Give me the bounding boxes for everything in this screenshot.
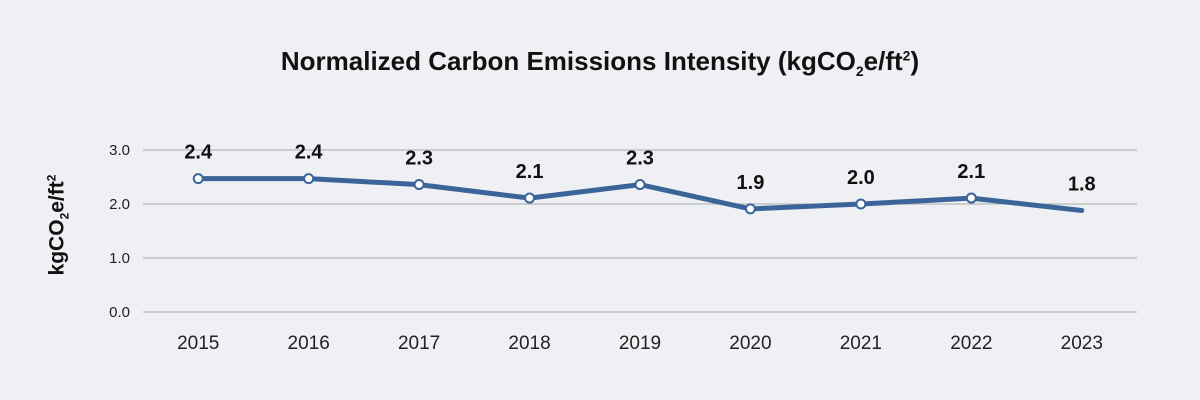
data-label-2018: 2.1 xyxy=(516,161,544,183)
x-tick-label-2016: 2016 xyxy=(288,333,330,354)
x-tick-label-2017: 2017 xyxy=(398,333,440,354)
data-point-2018 xyxy=(524,192,536,204)
data-point-2016 xyxy=(303,173,315,185)
x-tick-label-2023: 2023 xyxy=(1061,333,1103,354)
chart-title-mid: e/ft xyxy=(863,46,903,76)
data-point-2019 xyxy=(634,179,646,191)
data-label-2022: 2.1 xyxy=(957,161,985,183)
x-tick-label-2019: 2019 xyxy=(619,333,661,354)
y-axis-ticks: 0.0 1.0 2.0 3.0 xyxy=(109,142,130,321)
y-tick-label-1.0: 1.0 xyxy=(109,250,130,267)
x-tick-label-2022: 2022 xyxy=(950,333,992,354)
data-point-2022 xyxy=(965,192,977,204)
data-labels: 2.4 2.4 2.3 2.1 2.3 1.9 2.0 2.1 1.8 xyxy=(184,142,1095,196)
chart-title-end: ) xyxy=(910,46,920,76)
data-point-2015 xyxy=(192,173,204,185)
x-tick-label-2018: 2018 xyxy=(508,333,550,354)
data-label-2015: 2.4 xyxy=(184,142,213,164)
x-axis-ticks: 2015 2016 2017 2018 2019 2020 2021 2022 2023 xyxy=(177,333,1103,354)
data-label-2021: 2.0 xyxy=(847,167,875,189)
data-label-2016: 2.4 xyxy=(295,142,324,164)
data-markers xyxy=(192,173,977,215)
data-label-2023: 1.8 xyxy=(1068,173,1096,195)
y-tick-label-2.0: 2.0 xyxy=(109,196,130,213)
data-label-2020: 1.9 xyxy=(737,172,765,194)
data-point-2017 xyxy=(413,179,425,191)
gridlines xyxy=(143,149,1137,313)
data-label-2019: 2.3 xyxy=(626,148,654,170)
x-tick-label-2015: 2015 xyxy=(177,333,219,354)
data-point-2020 xyxy=(744,203,756,215)
chart-title-main: Normalized Carbon Emissions Intensity (k… xyxy=(280,46,856,76)
y-tick-label-0.0: 0.0 xyxy=(109,304,130,321)
chart-title-sup: 2 xyxy=(902,47,911,64)
chart-title-sub: 2 xyxy=(855,63,864,80)
data-point-2021 xyxy=(855,198,867,210)
x-tick-label-2021: 2021 xyxy=(840,333,882,354)
x-tick-label-2020: 2020 xyxy=(729,333,771,354)
data-label-2017: 2.3 xyxy=(405,148,433,170)
chart-title: Normalized Carbon Emissions Intensity (k… xyxy=(0,46,1200,79)
y-tick-label-3.0: 3.0 xyxy=(109,142,130,159)
